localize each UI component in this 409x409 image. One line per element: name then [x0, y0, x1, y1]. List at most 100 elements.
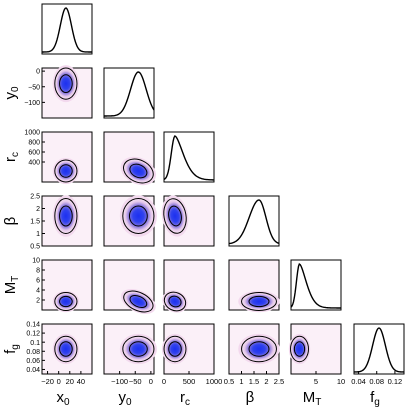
contour-68 — [129, 295, 148, 308]
y-tick-label: 0.14 — [26, 322, 40, 329]
density-blob — [54, 336, 77, 362]
contour-95 — [241, 292, 277, 311]
x-tick-label: 0 — [57, 377, 61, 386]
y-axis-label-4: MT — [2, 276, 21, 295]
contour-68 — [59, 295, 73, 308]
y-tick-label: 10 — [32, 258, 40, 265]
contour-95 — [54, 67, 78, 100]
x-axis-label-3: β — [246, 389, 255, 406]
contour-68 — [168, 205, 182, 227]
y-tick-label: 4 — [36, 288, 40, 295]
y-tick-label: 2 — [36, 298, 40, 305]
y-tick-label: 6 — [36, 278, 40, 285]
contour-95 — [122, 198, 155, 234]
density-blob — [164, 292, 186, 311]
marginal-curve-5 — [353, 327, 405, 373]
joint-panel-5-3 — [228, 323, 280, 375]
contour-95 — [54, 292, 78, 311]
contour-68 — [168, 295, 182, 308]
y-tick-label: 1.5 — [30, 219, 40, 226]
y-tick-label: 8 — [36, 268, 40, 275]
x-tick-label: 2 — [264, 377, 268, 386]
x-axis-label-1: y0 — [118, 389, 132, 408]
joint-panel-5-0 — [41, 323, 93, 375]
joint-panel-3-2 — [161, 195, 215, 247]
x-axis-label-5: fg — [370, 389, 380, 408]
contour-95 — [241, 335, 277, 363]
x-tick-label: 0.12 — [388, 377, 403, 386]
y-tick-label: 400 — [28, 160, 40, 167]
marginal-panel-0 — [41, 3, 93, 55]
contour-95 — [290, 335, 309, 363]
marginal-panel-4 — [290, 259, 342, 311]
x-tick-label: 1.5 — [249, 377, 259, 386]
x-tick-label: 40 — [77, 377, 85, 386]
y-tick-label: 0.1 — [30, 340, 40, 347]
contour-95 — [54, 335, 78, 363]
contour-95 — [123, 290, 154, 313]
density-blob — [122, 198, 154, 234]
panel-frame — [163, 131, 215, 183]
y-tick-label: 800 — [28, 140, 40, 147]
x-axis-label-2: rc — [180, 389, 190, 408]
joint-panel-4-3 — [228, 259, 280, 313]
contour-95 — [163, 291, 187, 312]
y-tick-label: 0.12 — [26, 331, 40, 338]
x-axis-label-0: x0 — [56, 389, 70, 408]
y-axis-label-1: y0 — [2, 86, 21, 100]
x-tick-label: 0.04 — [351, 377, 366, 386]
x-tick-label: 10 — [337, 377, 345, 386]
joint-panel-3-0 — [41, 195, 93, 247]
density-blob — [54, 160, 77, 182]
contour-68 — [59, 341, 73, 357]
y-tick-label: 1 — [36, 231, 40, 238]
x-tick-label: 20 — [66, 377, 74, 386]
contour-95 — [122, 335, 155, 363]
marginal-curve-3 — [228, 199, 280, 245]
x-tick-label: 1000 — [206, 377, 223, 386]
y-tick-label: 600 — [28, 150, 40, 157]
contour-68 — [59, 74, 73, 94]
y-tick-label: 0.08 — [26, 349, 40, 356]
contour-95 — [163, 335, 187, 363]
contour-68 — [59, 164, 73, 178]
contour-68 — [129, 163, 148, 179]
panel-frame — [41, 3, 93, 55]
contour-95 — [54, 159, 78, 183]
x-tick-label: 0 — [149, 377, 153, 386]
joint-panel-5-1 — [103, 323, 157, 375]
density-blob — [290, 336, 309, 362]
contour-68 — [248, 341, 270, 357]
x-tick-label: 0.5 — [224, 377, 234, 386]
y-tick-label: −50 — [28, 84, 40, 91]
joint-panel-4-2 — [162, 259, 215, 313]
x-tick-label: −100 — [111, 377, 128, 386]
x-tick-label: 0.08 — [369, 377, 384, 386]
x-tick-label: −20 — [41, 377, 54, 386]
density-blob — [54, 68, 77, 100]
contour-68 — [293, 341, 306, 357]
joint-panel-4-0 — [41, 259, 93, 313]
contour-68 — [128, 341, 148, 357]
contour-68 — [59, 205, 73, 227]
marginal-curve-1 — [104, 71, 155, 117]
joint-panel-1-0 — [41, 65, 93, 119]
density-blob — [241, 292, 277, 311]
marginal-panel-1 — [103, 67, 155, 119]
contour-68 — [248, 295, 270, 308]
contour-95 — [123, 158, 154, 184]
contour-68 — [168, 341, 182, 357]
x-tick-label: 2.5 — [274, 377, 284, 386]
contour-95 — [163, 198, 187, 234]
marginal-panel-2 — [163, 131, 215, 183]
joint-panel-4-1 — [103, 259, 156, 314]
joint-panel-5-2 — [161, 323, 215, 375]
contour-68 — [128, 205, 148, 227]
joint-panel-2-1 — [103, 131, 157, 186]
x-tick-label: 0 — [162, 377, 166, 386]
marginal-curve-2 — [163, 135, 215, 181]
joint-panel-3-1 — [103, 195, 157, 247]
y-tick-label: 2 — [36, 206, 40, 213]
x-tick-label: 500 — [183, 377, 196, 386]
